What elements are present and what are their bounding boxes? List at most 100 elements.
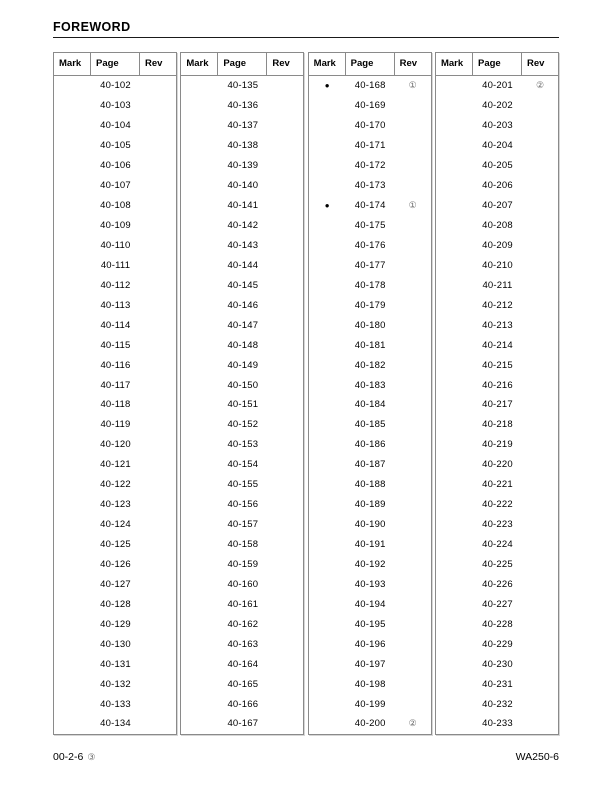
page-number-cell: 40-177 xyxy=(354,259,386,271)
table-header: Mark Page Rev xyxy=(54,53,176,76)
table-row: 40-215 xyxy=(436,355,558,375)
page-number-cell: 40-118 xyxy=(100,399,131,411)
table-row: 40-143 xyxy=(181,236,303,256)
table-row: 40-224 xyxy=(436,535,558,555)
column-header-mark: Mark xyxy=(181,53,219,75)
column-header-rev: Rev xyxy=(526,58,545,69)
table-row: 40-196 xyxy=(309,634,431,654)
page-number-cell: 40-126 xyxy=(100,558,131,570)
page-number-cell: 40-207 xyxy=(482,200,513,212)
table-row: 40-132 xyxy=(54,674,176,694)
page-number-cell: 40-182 xyxy=(354,359,386,371)
page-number-cell: 40-211 xyxy=(482,279,513,291)
page-number-cell: 40-106 xyxy=(100,160,131,172)
table-row: 40-210 xyxy=(436,255,558,275)
footer-page-number: 00-2-6 ③ xyxy=(53,751,95,763)
rev-cell: ① xyxy=(408,80,417,91)
table-row: 40-140 xyxy=(181,176,303,196)
page-number-cell: 40-141 xyxy=(227,200,259,212)
table-row: 40-129 xyxy=(54,614,176,634)
table-row: 40-188 xyxy=(309,475,431,495)
page-number-cell: 40-224 xyxy=(482,539,513,551)
page-number-cell: 40-194 xyxy=(354,598,386,610)
table-row: 40-198 xyxy=(309,674,431,694)
footer-model-number: WA250-6 xyxy=(515,751,559,763)
table-body: ● 40-168 ① 40-169 40-170 40-171 40-172 40-173 ● 4… xyxy=(309,76,431,734)
page-number-cell: 40-167 xyxy=(227,718,259,730)
table-row: ● 40-168 ① xyxy=(309,76,431,96)
page-number-cell: 40-140 xyxy=(227,180,259,192)
page-number-cell: 40-130 xyxy=(100,638,131,650)
table-row: 40-145 xyxy=(181,275,303,295)
table-row: 40-206 xyxy=(436,176,558,196)
table-row: 40-136 xyxy=(181,96,303,116)
page-number-cell: 40-119 xyxy=(100,419,131,431)
table-row: 40-182 xyxy=(309,355,431,375)
page-number-cell: 40-156 xyxy=(227,499,259,511)
page-number-cell: 40-189 xyxy=(354,499,386,511)
table-row: 40-172 xyxy=(309,156,431,176)
table-row: 40-113 xyxy=(54,295,176,315)
table-row: 40-102 xyxy=(54,76,176,96)
table-row: 40-147 xyxy=(181,315,303,335)
page-title: FOREWORD xyxy=(53,20,559,38)
table-row: 40-176 xyxy=(309,236,431,256)
page-number-cell: 40-127 xyxy=(100,578,131,590)
table-row: 40-114 xyxy=(54,315,176,335)
page-number-cell: 40-164 xyxy=(227,658,259,670)
page-number-cell: 40-129 xyxy=(100,618,131,630)
table-row: 40-218 xyxy=(436,415,558,435)
table-row: ● 40-174 ① xyxy=(309,196,431,216)
mark-cell: ● xyxy=(324,80,330,90)
page-number-cell: 40-175 xyxy=(354,220,386,232)
table-row: 40-103 xyxy=(54,96,176,116)
table-row: 40-202 xyxy=(436,96,558,116)
table-row: 40-193 xyxy=(309,574,431,594)
page-number-cell: 40-105 xyxy=(100,140,131,152)
table-row: 40-209 xyxy=(436,236,558,256)
page-number-cell: 40-136 xyxy=(227,100,259,112)
table-row: 40-185 xyxy=(309,415,431,435)
page-number-cell: 40-143 xyxy=(227,239,259,251)
table-row: 40-135 xyxy=(181,76,303,96)
table-row: 40-133 xyxy=(54,694,176,714)
page-number-cell: 40-163 xyxy=(227,638,259,650)
table-row: 40-156 xyxy=(181,495,303,515)
page-number-cell: 40-191 xyxy=(354,539,386,551)
table-row: 40-137 xyxy=(181,116,303,136)
page-number-cell: 40-227 xyxy=(482,598,513,610)
page-number-cell: 40-231 xyxy=(482,678,513,690)
page-number-cell: 40-149 xyxy=(227,359,259,371)
page-number-cell: 40-222 xyxy=(482,499,513,511)
column-header-rev: Rev xyxy=(399,58,418,69)
page-number-cell: 40-193 xyxy=(354,578,386,590)
page-number-cell: 40-174 xyxy=(354,200,386,212)
table-row: 40-122 xyxy=(54,475,176,495)
page-number-cell: 40-110 xyxy=(100,239,131,251)
table-row: 40-232 xyxy=(436,694,558,714)
page-number-cell: 40-170 xyxy=(354,120,386,132)
table-header: Mark Page Rev xyxy=(308,53,431,76)
page-number-cell: 40-221 xyxy=(482,479,513,491)
table-row: 40-158 xyxy=(181,535,303,555)
table-row: 40-159 xyxy=(181,555,303,575)
table-row: 40-163 xyxy=(181,634,303,654)
table-row: 40-191 xyxy=(309,535,431,555)
page-number-cell: 40-165 xyxy=(227,678,259,690)
page-number-cell: 40-148 xyxy=(227,339,259,351)
table-row: 40-142 xyxy=(181,216,303,236)
table-row: 40-166 xyxy=(181,694,303,714)
page-number-cell: 40-111 xyxy=(100,259,131,271)
page-number-cell: 40-184 xyxy=(354,399,386,411)
table-row: 40-106 xyxy=(54,156,176,176)
table-row: 40-194 xyxy=(309,594,431,614)
page-number-cell: 40-133 xyxy=(100,698,131,710)
table-row: 40-208 xyxy=(436,216,558,236)
table-row: 40-119 xyxy=(54,415,176,435)
page-number-cell: 40-155 xyxy=(227,479,259,491)
table-row: 40-104 xyxy=(54,116,176,136)
table-row: 40-164 xyxy=(181,654,303,674)
page-number-cell: 40-146 xyxy=(227,299,259,311)
page-number-cell: 40-166 xyxy=(227,698,259,710)
page-number-cell: 40-125 xyxy=(100,539,131,551)
